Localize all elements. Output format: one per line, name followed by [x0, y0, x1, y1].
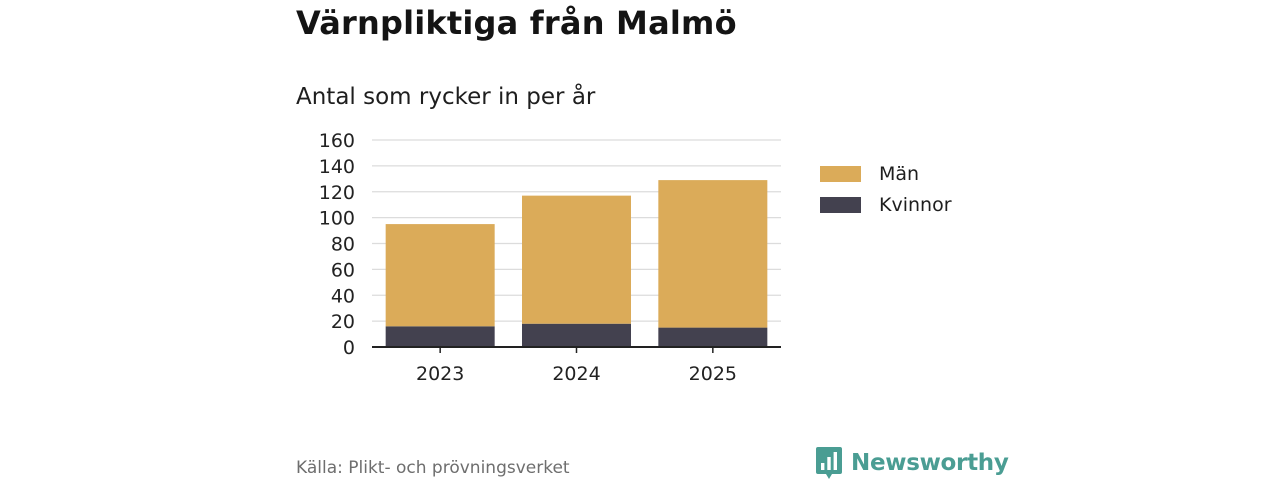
y-tick-label: 80	[331, 234, 355, 256]
bar-2024-kvinnor	[522, 323, 631, 347]
legend-item-kvinnor: Kvinnor	[820, 189, 952, 220]
y-tick-label: 40	[331, 285, 355, 307]
legend: Män Kvinnor	[820, 158, 952, 220]
legend-swatch-kvinnor	[820, 196, 861, 213]
legend-label-man: Män	[879, 162, 920, 185]
newsworthy-logo-icon	[816, 447, 842, 479]
x-tick-label-2023: 2023	[416, 363, 464, 385]
x-tick-label-2024: 2024	[552, 363, 600, 385]
axes: 0 20 40 60 80 100 120 140 160 2023 2024 2025	[319, 130, 781, 385]
bar-2024-mn	[522, 195, 631, 324]
y-tick-label: 100	[319, 208, 355, 230]
y-tick-label: 120	[319, 182, 355, 204]
bar-2025-mn	[658, 180, 768, 328]
y-tick-label: 60	[331, 259, 355, 281]
bar-2025-kvinnor	[658, 327, 768, 347]
chart-subtitle: Antal som rycker in per år	[296, 84, 596, 110]
chart-title: Värnpliktiga från Malmö	[296, 4, 737, 42]
source-note: Källa: Plikt- och prövningsverket	[296, 458, 570, 478]
y-tick-label: 0	[343, 337, 355, 359]
bar-2023-mn	[385, 224, 495, 327]
brand-name: Newsworthy	[851, 450, 1009, 476]
newsworthy-logo[interactable]: Newsworthy	[815, 446, 1009, 480]
bars	[385, 180, 768, 347]
y-tick-label: 160	[319, 130, 355, 152]
legend-item-man: Män	[820, 158, 952, 189]
legend-label-kvinnor: Kvinnor	[879, 193, 952, 216]
bar-2023-kvinnor	[385, 326, 495, 347]
legend-swatch-man	[820, 165, 861, 182]
x-tick-label-2025: 2025	[689, 363, 737, 385]
y-tick-label: 20	[331, 311, 355, 333]
y-tick-label: 140	[319, 156, 355, 178]
